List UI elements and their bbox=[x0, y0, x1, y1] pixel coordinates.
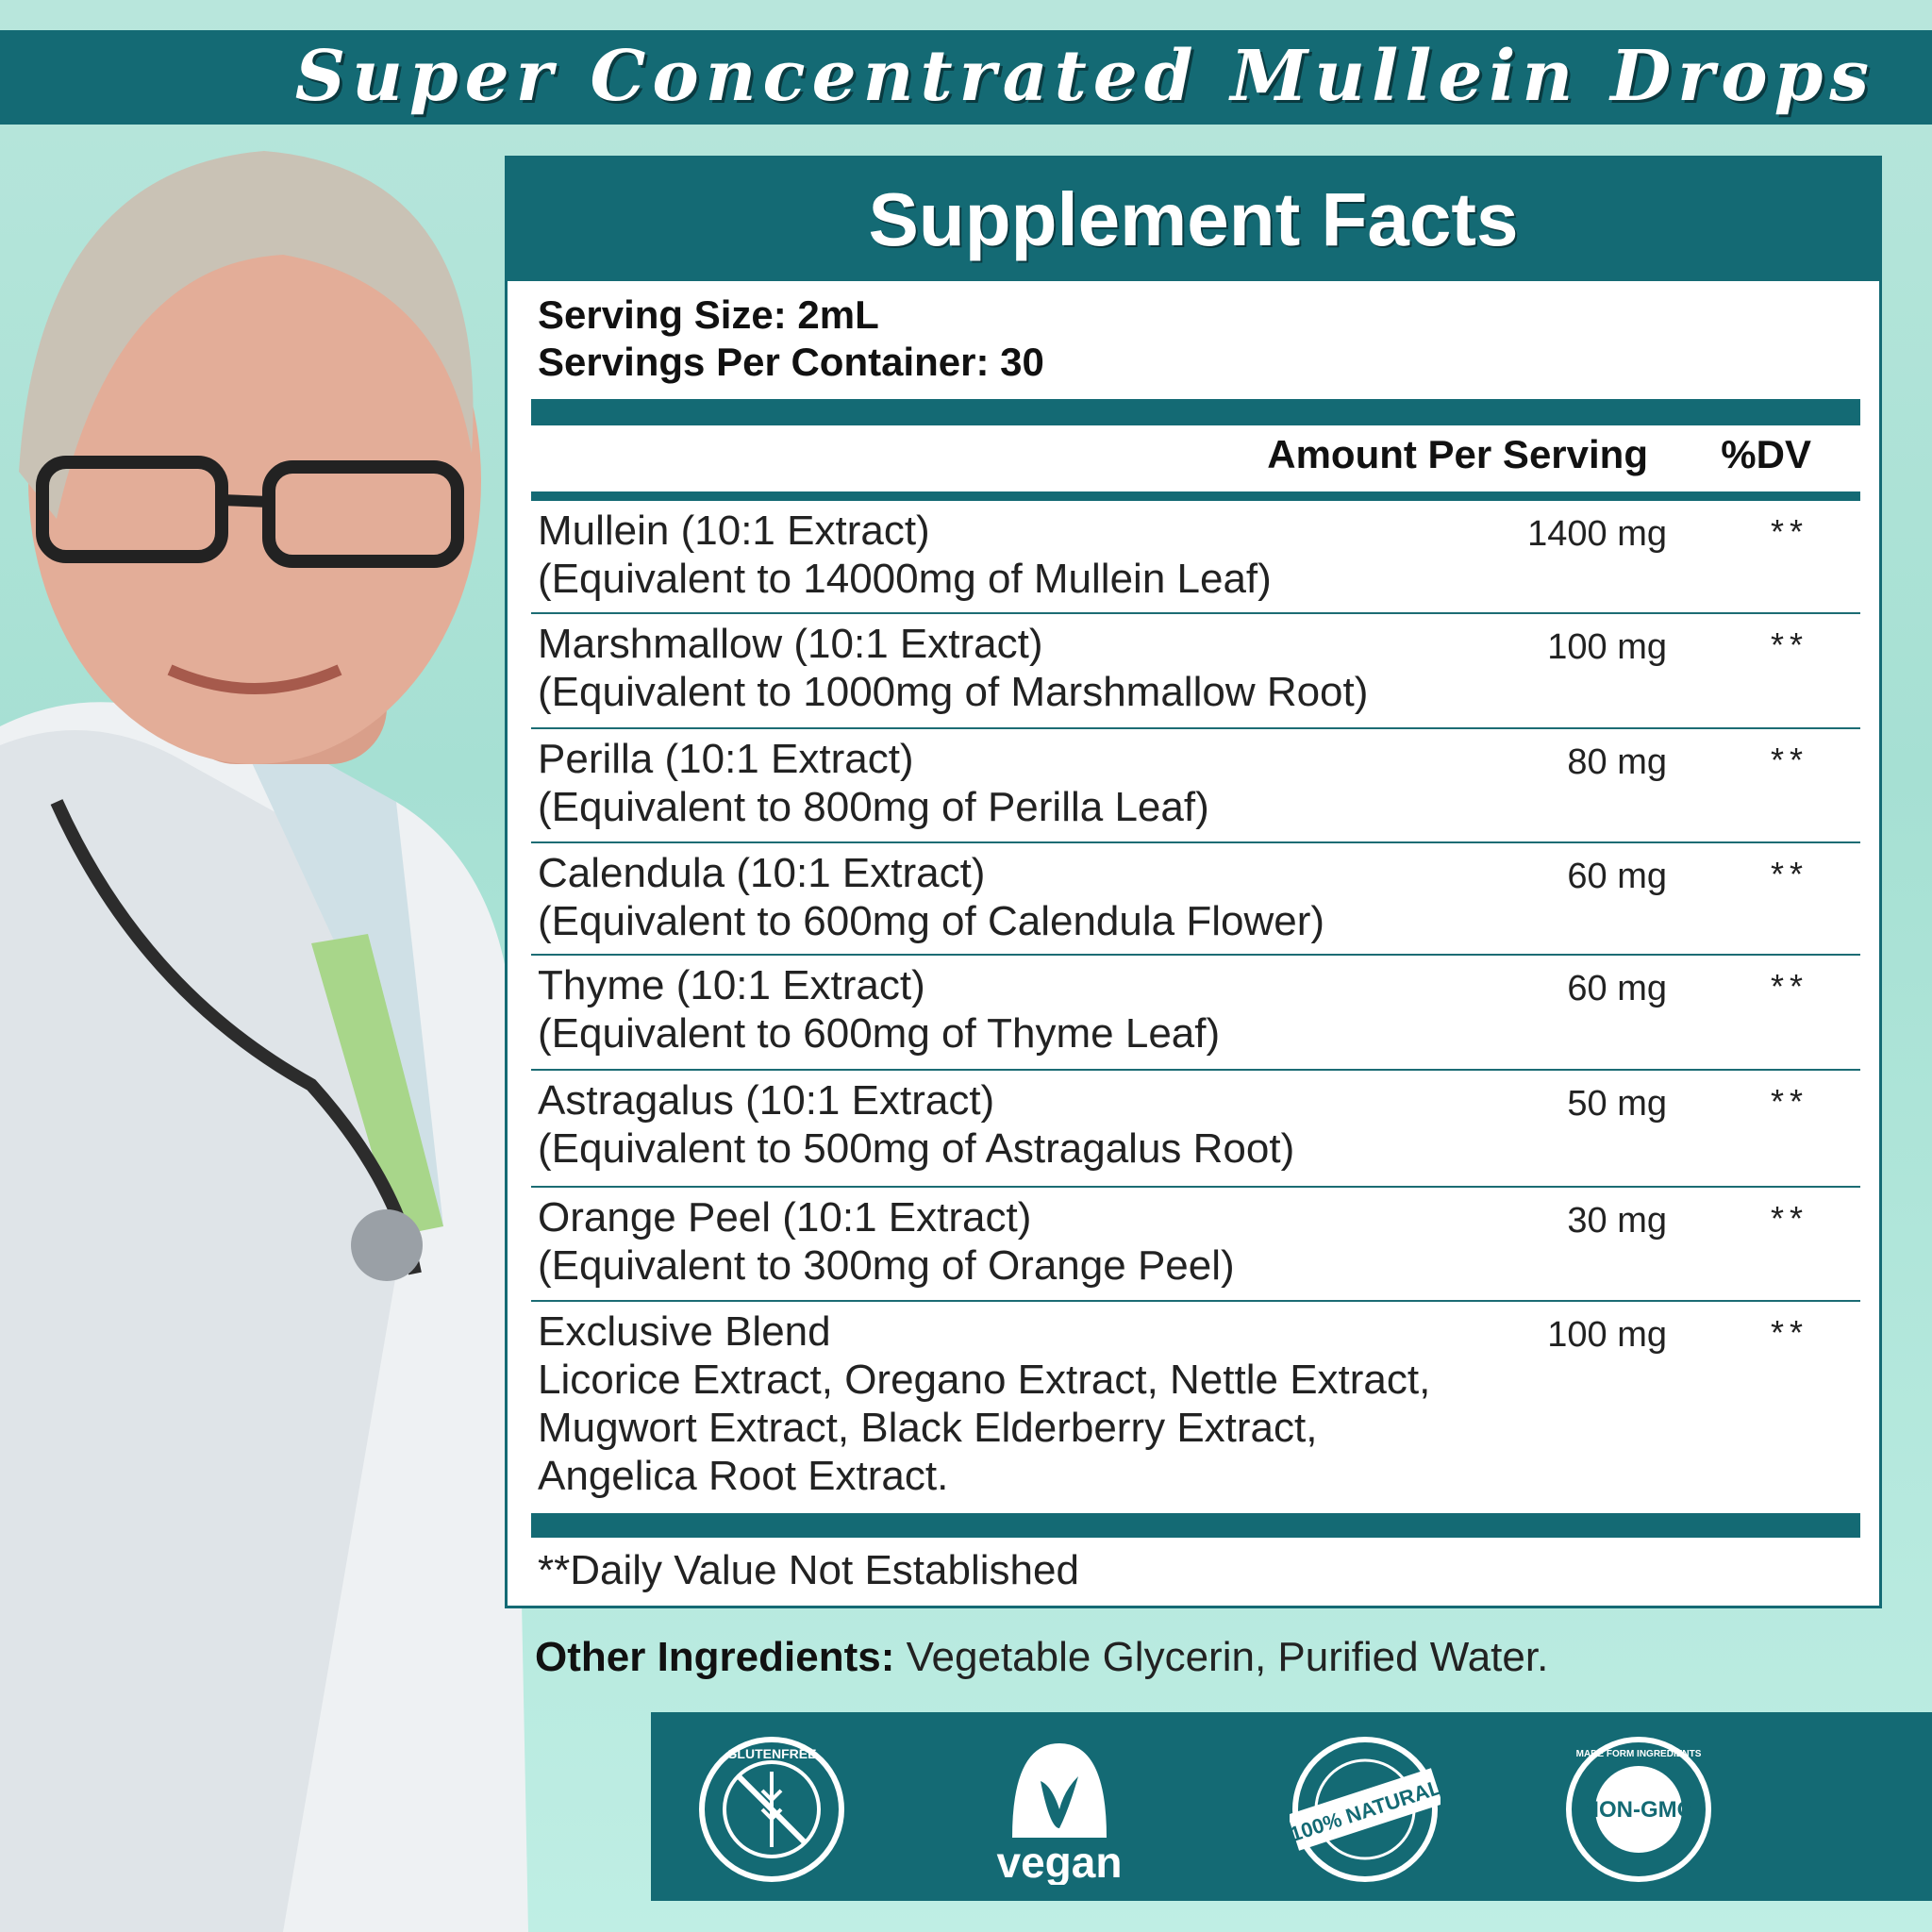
blend-dv: ** bbox=[1770, 1313, 1808, 1352]
ingredient-equivalent: (Equivalent to 300mg of Orange Peel) bbox=[538, 1242, 1235, 1289]
ingredient-amount: 50 mg bbox=[1567, 1084, 1667, 1124]
ingredient-amount: 60 mg bbox=[1567, 857, 1667, 896]
ingredient-equivalent: (Equivalent to 1000mg of Marshmallow Roo… bbox=[538, 669, 1369, 715]
ingredient-dv: ** bbox=[1770, 741, 1808, 779]
panel-title: Supplement Facts bbox=[508, 158, 1879, 281]
ingredient-name: Calendula (10:1 Extract) bbox=[538, 850, 986, 896]
ingredient-row: Marshmallow (10:1 Extract) (Equivalent to… bbox=[531, 614, 1860, 729]
blend-ingredients: Angelica Root Extract. bbox=[538, 1453, 949, 1499]
product-title: Super Concentrated Mullein Drops bbox=[294, 36, 1875, 117]
natural-icon: 100% NATURAL bbox=[1290, 1737, 1441, 1882]
footnote: **Daily Value Not Established bbox=[538, 1547, 1079, 1593]
ingredient-row: Orange Peel (10:1 Extract) (Equivalent to… bbox=[531, 1188, 1860, 1302]
other-ingredients: Other Ingredients: Vegetable Glycerin, P… bbox=[535, 1634, 1548, 1681]
ingredient-equivalent: (Equivalent to 600mg of Calendula Flower… bbox=[538, 898, 1325, 944]
servings-per-container: Servings Per Container: 30 bbox=[538, 340, 1044, 384]
ingredient-name: Marshmallow (10:1 Extract) bbox=[538, 621, 1043, 667]
vegan-text: vegan bbox=[997, 1838, 1123, 1885]
divider-medium bbox=[531, 491, 1860, 501]
doctor-photo bbox=[0, 151, 528, 1932]
ingredient-dv: ** bbox=[1770, 1082, 1808, 1121]
ingredient-amount: 1400 mg bbox=[1527, 514, 1667, 554]
ingredient-amount: 60 mg bbox=[1567, 969, 1667, 1008]
blend-ingredients: Licorice Extract, Oregano Extract, Nettl… bbox=[538, 1357, 1431, 1403]
ingredient-equivalent: (Equivalent to 800mg of Perilla Leaf) bbox=[538, 784, 1209, 830]
ingredient-dv: ** bbox=[1770, 967, 1808, 1006]
ingredient-name: Thyme (10:1 Extract) bbox=[538, 962, 925, 1008]
blend-amount: 100 mg bbox=[1547, 1315, 1667, 1355]
ingredient-row: Thyme (10:1 Extract) (Equivalent to 600mg… bbox=[531, 956, 1860, 1071]
ingredient-dv: ** bbox=[1770, 625, 1808, 664]
ingredient-row: Perilla (10:1 Extract) (Equivalent to 800… bbox=[531, 729, 1860, 843]
badge-band bbox=[651, 1712, 1932, 1901]
supplement-facts-panel: Supplement Facts Serving Size: 2mL Servi… bbox=[505, 156, 1882, 1608]
ingredient-row: Calendula (10:1 Extract) (Equivalent to 6… bbox=[531, 843, 1860, 956]
ingredient-dv: ** bbox=[1770, 1199, 1808, 1238]
divider-thick bbox=[531, 399, 1860, 425]
gluten-free-text: GLUTENFREE bbox=[727, 1746, 817, 1761]
other-ingredients-label: Other Ingredients: bbox=[535, 1634, 895, 1680]
non-gmo-icon: NON-GMO MADE FORM INGREDIENTS bbox=[1566, 1737, 1711, 1882]
ingredient-equivalent: (Equivalent to 600mg of Thyme Leaf) bbox=[538, 1010, 1221, 1057]
blend-row: Exclusive Blend Licorice Extract, Oregano… bbox=[531, 1302, 1860, 1514]
ingredient-dv: ** bbox=[1770, 512, 1808, 551]
ingredient-amount: 100 mg bbox=[1547, 627, 1667, 667]
vegan-icon: vegan bbox=[997, 1743, 1123, 1885]
gluten-free-icon: GLUTENFREE bbox=[699, 1737, 844, 1882]
ingredient-amount: 30 mg bbox=[1567, 1201, 1667, 1241]
ingredient-name: Astragalus (10:1 Extract) bbox=[538, 1077, 995, 1124]
ingredient-dv: ** bbox=[1770, 855, 1808, 893]
ingredient-name: Orange Peel (10:1 Extract) bbox=[538, 1194, 1032, 1241]
ingredient-row: Mullein (10:1 Extract) (Equivalent to 140… bbox=[531, 501, 1860, 614]
dv-header: %DV bbox=[1721, 432, 1811, 476]
non-gmo-text: NON-GMO bbox=[1583, 1797, 1695, 1823]
non-gmo-ring-text: MADE FORM INGREDIENTS bbox=[1576, 1749, 1702, 1759]
title-banner: Super Concentrated Mullein Drops bbox=[0, 30, 1932, 125]
ingredient-name: Perilla (10:1 Extract) bbox=[538, 736, 914, 782]
serving-size: Serving Size: 2mL bbox=[538, 292, 879, 337]
ingredient-row: Astragalus (10:1 Extract) (Equivalent to … bbox=[531, 1071, 1860, 1188]
ingredient-name: Mullein (10:1 Extract) bbox=[538, 508, 930, 554]
other-ingredients-value: Vegetable Glycerin, Purified Water. bbox=[894, 1634, 1549, 1680]
blend-name: Exclusive Blend bbox=[538, 1308, 831, 1355]
amount-per-serving-header: Amount Per Serving bbox=[1267, 432, 1648, 476]
ingredient-amount: 80 mg bbox=[1567, 742, 1667, 782]
ingredient-equivalent: (Equivalent to 14000mg of Mullein Leaf) bbox=[538, 556, 1272, 602]
divider-thick bbox=[531, 1513, 1860, 1538]
ingredient-equivalent: (Equivalent to 500mg of Astragalus Root) bbox=[538, 1125, 1295, 1172]
blend-ingredients: Mugwort Extract, Black Elderberry Extrac… bbox=[538, 1405, 1318, 1451]
